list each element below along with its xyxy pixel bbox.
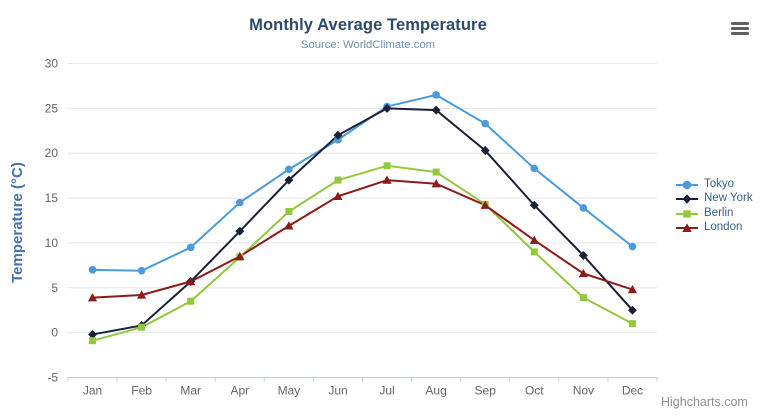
svg-text:Dec: Dec (622, 384, 643, 398)
svg-text:Apr: Apr (230, 384, 249, 398)
svg-text:25: 25 (45, 101, 59, 115)
svg-text:Oct: Oct (525, 384, 544, 398)
svg-text:0: 0 (51, 326, 58, 340)
svg-text:10: 10 (45, 236, 59, 250)
svg-text:-5: -5 (47, 371, 58, 385)
svg-text:Sep: Sep (475, 384, 497, 398)
svg-text:Nov: Nov (573, 384, 594, 398)
svg-text:Jan: Jan (83, 384, 102, 398)
svg-text:Feb: Feb (131, 384, 152, 398)
svg-text:Aug: Aug (425, 384, 446, 398)
svg-text:5: 5 (51, 281, 58, 295)
svg-text:30: 30 (45, 57, 59, 71)
svg-text:Jul: Jul (379, 384, 394, 398)
svg-text:15: 15 (45, 191, 59, 205)
svg-text:May: May (278, 384, 301, 398)
svg-text:20: 20 (45, 146, 59, 160)
svg-text:Mar: Mar (180, 384, 201, 398)
svg-text:Jun: Jun (328, 384, 347, 398)
